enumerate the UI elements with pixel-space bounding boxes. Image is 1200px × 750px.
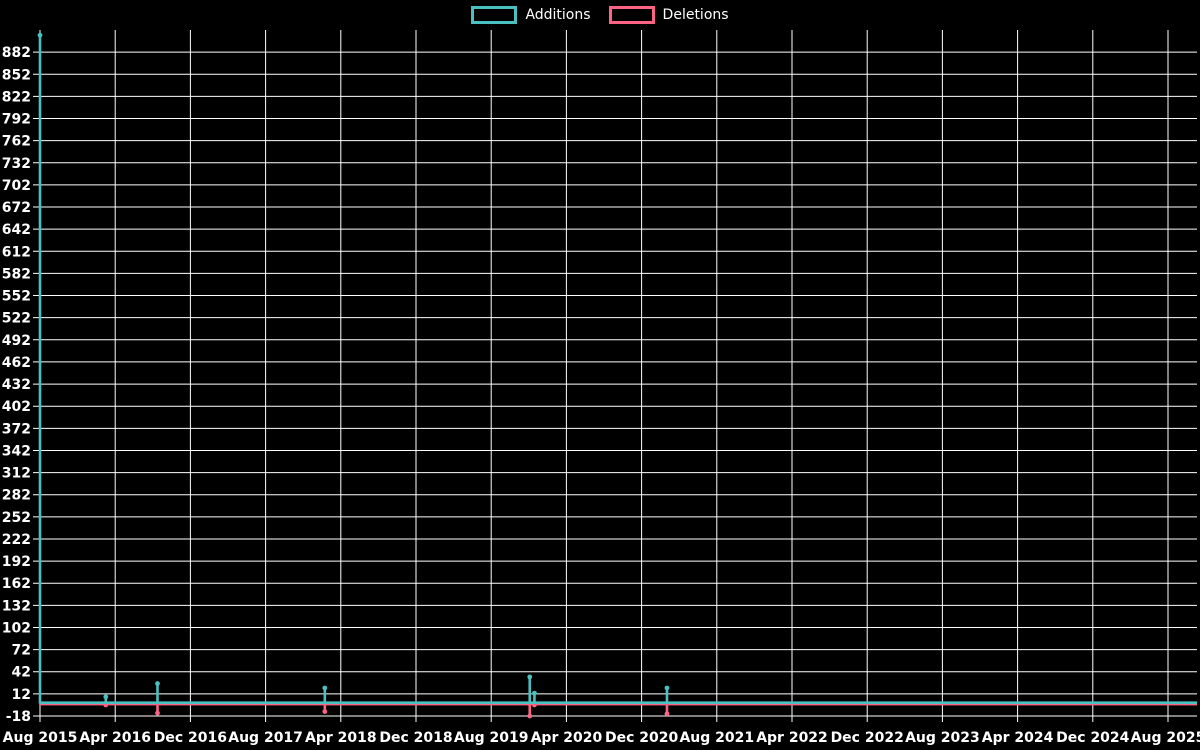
y-tick-label: 822 [2,89,31,105]
x-tick-label: Aug 2017 [228,730,303,746]
deletions-point-marker [527,713,533,719]
y-tick-label: 432 [2,377,31,393]
y-tick-label: 522 [2,311,31,327]
legend-item-additions[interactable]: Additions [471,6,591,24]
deletions-legend-swatch-icon [608,6,655,24]
additions-point-marker [155,681,160,686]
x-tick-label: Dec 2022 [831,730,904,746]
x-tick-label: Aug 2025 [1131,730,1200,746]
y-tick-label: 222 [2,532,31,548]
x-tick-label: Dec 2024 [1056,730,1130,746]
deletions-point-marker [664,711,670,717]
x-tick-label: Apr 2020 [531,730,603,746]
y-tick-label: 132 [2,598,31,614]
y-tick-label: 42 [12,665,31,681]
legend-item-deletions[interactable]: Deletions [608,6,729,24]
deletions-point-marker [155,710,160,716]
x-tick-label: Apr 2024 [982,730,1054,746]
y-tick-label: 732 [2,156,31,172]
additions-point-marker [532,690,537,696]
deletions-point-marker [322,709,328,714]
y-tick-label: 702 [2,178,31,194]
y-tick-label: 252 [2,510,31,526]
y-tick-label: 852 [2,67,31,83]
y-tick-label: 612 [2,244,31,260]
x-tick-label: Aug 2019 [454,730,529,746]
x-tick-label: Apr 2022 [756,730,828,746]
y-tick-label: 402 [2,399,31,415]
y-tick-label: 492 [2,333,31,349]
chart-legend: Additions Deletions [0,6,1200,24]
additions-point-marker [527,674,533,680]
x-tick-label: Dec 2020 [605,730,679,746]
y-tick-label: 102 [2,620,31,636]
y-tick-label: 792 [2,112,31,128]
y-tick-label: 552 [2,289,31,305]
x-tick-label: Dec 2018 [379,730,452,746]
additions-point-marker [37,32,43,38]
y-tick-label: 282 [2,488,31,504]
y-tick-label: 12 [12,687,31,703]
x-tick-label: Apr 2016 [79,730,151,746]
x-tick-label: Dec 2016 [154,730,227,746]
y-tick-label: 312 [2,466,31,482]
additions-legend-swatch-icon [471,6,518,24]
deletions-legend-label: Deletions [662,7,729,23]
y-tick-label: -18 [6,709,31,725]
additions-legend-label: Additions [525,7,591,23]
x-tick-label: Apr 2018 [305,730,377,746]
y-tick-label: 192 [2,554,31,570]
x-tick-label: Aug 2015 [3,730,78,746]
y-tick-label: 582 [2,266,31,282]
y-tick-label: 162 [2,576,31,592]
y-tick-label: 372 [2,421,31,437]
y-tick-label: 342 [2,443,31,459]
y-tick-label: 882 [2,45,31,61]
y-tick-label: 462 [2,355,31,371]
x-tick-label: Aug 2023 [905,730,980,746]
x-tick-label: Aug 2021 [679,730,754,746]
additions-point-marker [103,694,109,700]
y-tick-label: 672 [2,200,31,216]
additions-point-marker [664,685,670,691]
additions-point-marker [322,685,328,691]
y-tick-label: 72 [12,643,31,659]
y-tick-label: 762 [2,134,31,150]
y-tick-label: 642 [2,222,31,238]
